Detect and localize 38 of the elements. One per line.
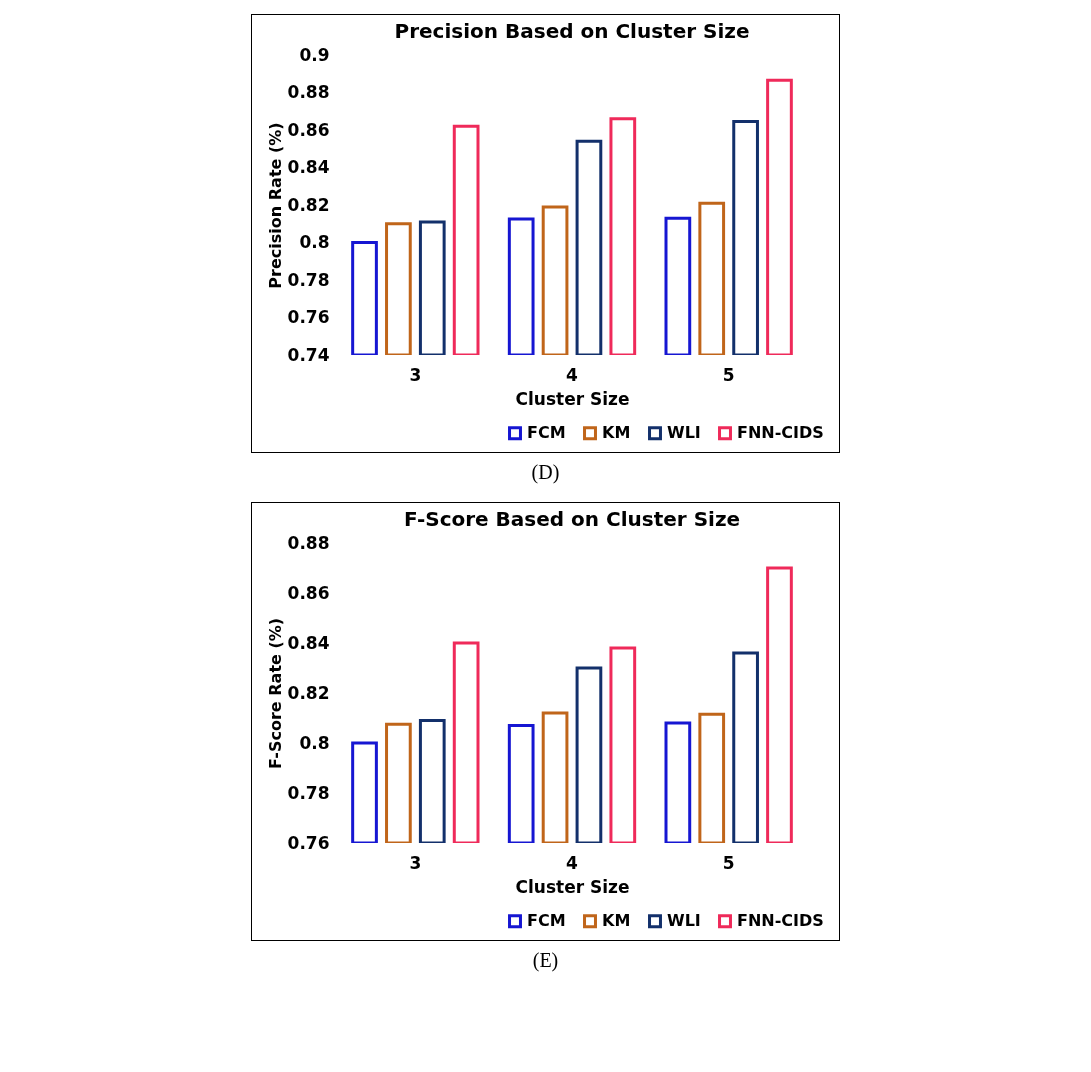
text: (D) — [530, 461, 561, 484]
x-tick-label: 5 — [722, 364, 735, 385]
y-tick-label: 0.76 — [287, 307, 330, 327]
y-tick-label: 0.76 — [287, 832, 330, 853]
y-tick-label: 0.8 — [299, 232, 330, 252]
y-tick-label: 0.84 — [287, 157, 330, 177]
y-tick-label: 0.82 — [287, 194, 330, 215]
y-tick-label: 0.88 — [287, 532, 330, 553]
legend-label: KM — [602, 423, 631, 443]
y-tick-label: 0.88 — [287, 82, 330, 102]
y-tick-label: 0.74 — [287, 344, 330, 365]
y-axis-title: Precision Rate (%) — [265, 122, 285, 289]
legend-label: FCM — [527, 911, 566, 931]
y-tick-label: 0.84 — [287, 632, 330, 653]
legend-label: KM — [602, 911, 631, 931]
y-axis-title: F-Score Rate (%) — [265, 617, 285, 770]
y-tick-label: 0.9 — [299, 44, 330, 65]
x-axis-title: Cluster Size — [515, 388, 630, 409]
legend-label: WLI — [667, 423, 701, 443]
y-tick-label: 0.78 — [287, 782, 330, 803]
x-axis-title: Cluster Size — [515, 876, 630, 897]
y-tick-label: 0.86 — [287, 119, 330, 140]
chart-title: F-Score Based on Cluster Size — [403, 507, 741, 531]
y-tick-label: 0.78 — [287, 269, 330, 290]
legend-label: FCM — [527, 423, 566, 443]
x-tick-label: 4 — [566, 364, 579, 385]
y-tick-label: 0.82 — [287, 682, 330, 703]
x-tick-label: 5 — [722, 852, 735, 873]
x-tick-label: 3 — [409, 364, 422, 385]
x-tick-label: 3 — [409, 852, 422, 873]
x-tick-label: 4 — [566, 852, 579, 873]
y-tick-label: 0.86 — [287, 582, 330, 603]
chart-title: Precision Based on Cluster Size — [394, 19, 750, 43]
legend-label: FNN-CIDS — [737, 911, 824, 931]
y-tick-label: 0.8 — [299, 732, 330, 753]
legend-label: FNN-CIDS — [737, 423, 824, 443]
legend-label: WLI — [667, 911, 701, 931]
text: (E) — [531, 949, 560, 972]
